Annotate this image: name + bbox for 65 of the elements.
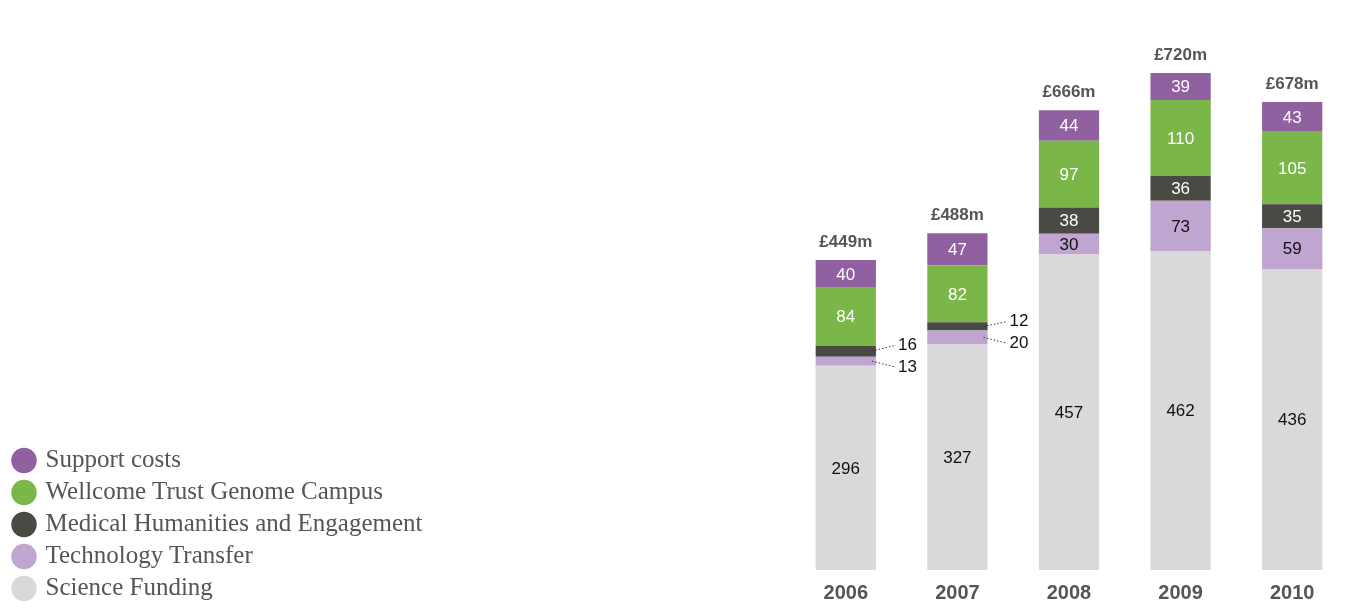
data-label: 47 (947, 240, 967, 260)
data-label: 43 (1282, 107, 1302, 127)
data-label: 82 (947, 284, 967, 304)
legend-label: Support costs (45, 445, 181, 473)
data-label: 327 (943, 447, 972, 467)
bar (1150, 251, 1211, 570)
total-label: £720m (1154, 44, 1208, 64)
bar (927, 265, 988, 323)
data-label: 35 (1282, 206, 1302, 226)
data-label: 97 (1059, 164, 1079, 184)
bar (1262, 228, 1323, 270)
bar (815, 356, 876, 366)
bar (1262, 204, 1323, 229)
bar (1038, 140, 1100, 208)
data-label: 105 (1278, 158, 1307, 178)
bar (1038, 207, 1100, 234)
data-label: 462 (1166, 401, 1195, 421)
bar (927, 322, 988, 331)
data-label: 36 (1171, 178, 1191, 198)
data-label: 16 (897, 334, 917, 354)
data-label: 30 (1059, 234, 1079, 254)
bar (1262, 101, 1323, 132)
bar (815, 365, 876, 570)
bar (1038, 110, 1100, 141)
bar (927, 233, 988, 266)
x-tick-label: 2008 (1046, 580, 1092, 603)
bar (1150, 200, 1211, 252)
data-label: 436 (1278, 410, 1307, 430)
data-label: 84 (836, 307, 856, 327)
legend-label: Science Funding (45, 573, 214, 601)
x-tick-label: 2006 (823, 580, 869, 603)
legend-label: Wellcome Trust Genome Campus (45, 477, 384, 505)
data-label: 38 (1059, 211, 1079, 231)
data-label: 457 (1054, 402, 1084, 422)
bar (815, 287, 876, 346)
data-label: 40 (836, 264, 856, 284)
bar (1150, 175, 1211, 201)
x-tick-label: 2010 (1269, 580, 1315, 603)
legend-label: Technology Transfer (45, 541, 254, 569)
bar (1150, 73, 1211, 100)
data-label: 12 (1009, 311, 1029, 331)
data-label: 39 (1171, 77, 1191, 97)
data-label: 20 (1009, 333, 1029, 353)
total-label: £449m (819, 231, 873, 251)
bar (927, 344, 988, 570)
data-label: 110 (1167, 128, 1195, 148)
bar (1262, 131, 1323, 205)
total-label: £678m (1265, 73, 1319, 93)
bar (1262, 269, 1323, 570)
total-label: £488m (930, 204, 984, 224)
data-label: 296 (831, 458, 860, 478)
bar (1038, 254, 1100, 570)
x-tick-label: 2009 (1158, 580, 1203, 603)
x-tick-label: 2007 (935, 580, 980, 603)
data-label: 44 (1059, 116, 1079, 136)
total-label: £666m (1042, 81, 1096, 101)
bar (927, 330, 988, 345)
bar (1150, 99, 1211, 176)
data-label: 13 (897, 356, 917, 376)
data-label: 59 (1282, 239, 1302, 259)
bar (815, 345, 876, 357)
bar (815, 260, 876, 288)
legend-label: Medical Humanities and Engagement (45, 509, 423, 537)
bar (1038, 233, 1100, 255)
data-label: 73 (1171, 216, 1191, 236)
